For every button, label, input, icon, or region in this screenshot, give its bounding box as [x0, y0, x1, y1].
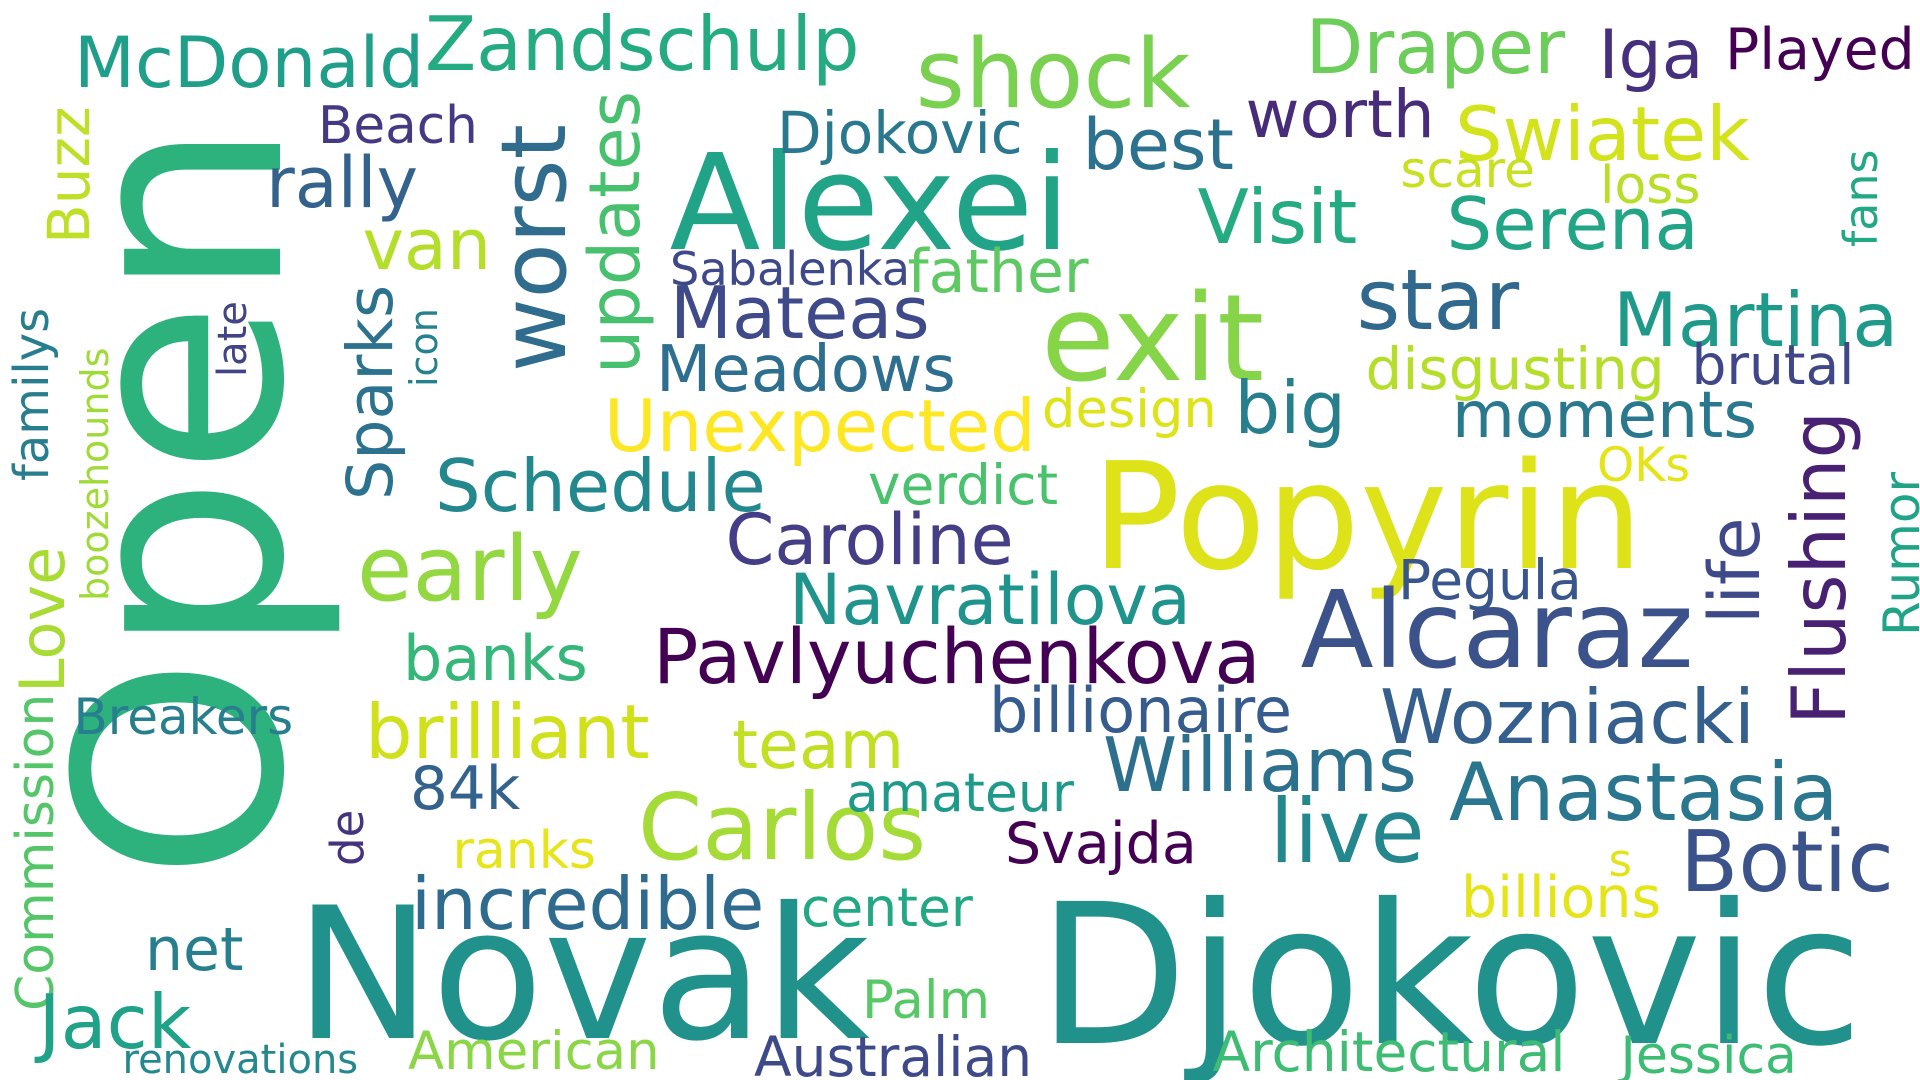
- word: shock: [915, 20, 1191, 130]
- word: Alexei: [669, 127, 1071, 281]
- word: Anastasia: [1449, 746, 1839, 839]
- word: live: [1269, 780, 1425, 883]
- word: Meadows: [656, 333, 956, 407]
- word: moments: [1452, 377, 1758, 453]
- word: Architectural: [1212, 1020, 1566, 1080]
- word: fans: [1834, 148, 1888, 247]
- word: Pavlyuchenkova: [653, 613, 1261, 701]
- word: van: [362, 204, 492, 286]
- word: worth: [1245, 76, 1435, 153]
- word: icon: [402, 308, 446, 387]
- word: Zandschulp: [425, 0, 860, 88]
- word: scare: [1400, 141, 1535, 199]
- word: loss: [1600, 156, 1701, 216]
- word: team: [732, 706, 905, 784]
- word: ranks: [452, 821, 596, 881]
- word: Pegula: [1398, 548, 1582, 612]
- word: brutal: [1691, 333, 1855, 397]
- word: Williams: [1103, 721, 1417, 809]
- word: worst: [482, 123, 587, 372]
- word: Wozniacki: [1380, 673, 1755, 761]
- word: billionaire: [989, 674, 1292, 747]
- word: verdict: [868, 453, 1059, 517]
- word: Mateas: [670, 271, 930, 355]
- word: Popyrin: [1091, 431, 1644, 603]
- word: late: [210, 301, 256, 377]
- word: father: [907, 237, 1089, 307]
- word: OKs: [1597, 438, 1691, 493]
- word: big: [1234, 366, 1346, 450]
- word: s: [1608, 834, 1632, 887]
- word: Novak: [294, 869, 871, 1080]
- word: center: [801, 876, 973, 939]
- word: Australian: [754, 1025, 1033, 1080]
- word: Draper: [1305, 2, 1565, 91]
- word: boozehounds: [73, 347, 117, 601]
- word: incredible: [411, 862, 765, 946]
- word: exit: [1041, 270, 1265, 409]
- word: Djokovic: [1037, 862, 1864, 1080]
- word: Rumor: [1873, 471, 1920, 636]
- word: Palm: [862, 969, 991, 1031]
- word: Caroline: [725, 499, 1014, 581]
- word: disgusting: [1365, 335, 1665, 403]
- word: best: [1082, 104, 1234, 186]
- word: amateur: [846, 761, 1074, 824]
- word: Visit: [1197, 173, 1358, 261]
- word: familys: [4, 307, 60, 481]
- word: Commission: [6, 693, 66, 1011]
- word: banks: [403, 622, 588, 695]
- word: de: [321, 809, 374, 866]
- word: Martina: [1613, 276, 1899, 364]
- word: Iga: [1598, 16, 1704, 95]
- word: American: [408, 1021, 660, 1080]
- word: Alcaraz: [1300, 569, 1694, 693]
- word: McDonald: [74, 21, 425, 104]
- word: Unexpected: [604, 384, 1036, 468]
- word: Breakers: [73, 688, 294, 746]
- word: Buzz: [35, 106, 103, 244]
- word: Sabalenka: [670, 242, 911, 296]
- word: Navratilova: [789, 559, 1191, 641]
- word: updates: [574, 90, 656, 374]
- word: Swiatek: [1455, 90, 1750, 178]
- word: life: [1694, 516, 1776, 624]
- word: Svajda: [1005, 811, 1197, 877]
- word: renovations: [122, 1037, 359, 1080]
- word: design: [1042, 378, 1217, 440]
- word: star: [1356, 251, 1520, 349]
- word: Jessica: [1620, 1026, 1797, 1080]
- word: Played: [1725, 16, 1915, 83]
- word: billions: [1461, 865, 1662, 931]
- word: early: [357, 517, 583, 622]
- word: Djokovic: [777, 99, 1023, 167]
- word: Carlos: [638, 774, 927, 881]
- word: 84k: [410, 754, 521, 824]
- word: Love: [6, 546, 79, 693]
- word: Botic: [1680, 813, 1894, 912]
- word: Flushing: [1775, 410, 1863, 725]
- word: brilliant: [365, 688, 650, 776]
- word: Serena: [1446, 182, 1699, 266]
- word: Beach: [318, 96, 478, 156]
- word: Jack: [38, 978, 192, 1066]
- word: net: [145, 915, 244, 985]
- word: rally: [266, 142, 418, 224]
- word: Schedule: [435, 444, 766, 528]
- word: Sparks: [332, 284, 407, 500]
